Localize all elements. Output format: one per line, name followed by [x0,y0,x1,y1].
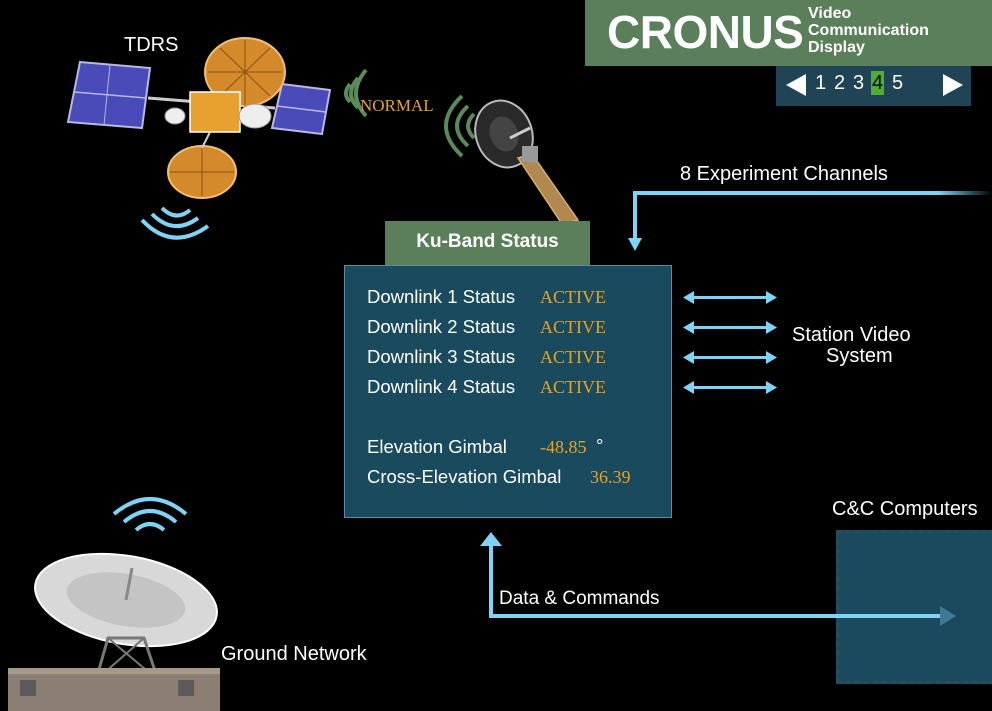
elevation-unit: ° [596,435,604,456]
page-2-link[interactable]: 2 [834,72,846,94]
down-arrow-icon [628,238,642,251]
app-title: CRONUS [607,6,804,58]
signal-waves-icon [140,206,210,240]
ground-network-label: Ground Network [221,643,367,665]
downlink-2-status: ACTIVE [540,317,606,337]
page-4-link-current[interactable]: 4 [871,71,885,95]
station-video-label-line1: Station Video [792,324,911,346]
downlink-1-label: Downlink 1 Status [367,286,516,307]
satellite-dish-top-icon [204,37,286,107]
data-commands-arrow [480,532,956,626]
experiment-channels-arrow [628,191,992,251]
elevation-gimbal-value: -48.85 [540,437,587,457]
link-status-text: NORMAL [360,96,434,115]
antenna-signal-waves-icon [444,94,476,158]
page-1-link[interactable]: 1 [815,72,827,94]
cc-computers-label: C&C Computers [832,498,978,520]
tdrs-satellite-illustration [66,37,332,199]
ku-band-antenna-illustration [474,99,580,224]
downlink-1-status: ACTIVE [540,287,606,307]
page-3-link[interactable]: 3 [853,72,865,94]
downlink-3-label: Downlink 3 Status [367,346,516,367]
satellite-dish-bottom-icon [167,145,237,199]
cross-elevation-gimbal-value: 36.39 [590,467,631,487]
prev-page-button[interactable] [784,72,808,98]
solar-panel-left-icon [66,60,152,130]
data-commands-label: Data & Commands [499,588,660,609]
ku-band-title: Ku-Band Status [416,231,559,252]
ground-signal-waves-icon [112,497,188,532]
next-page-button[interactable] [941,72,965,98]
page-5-link[interactable]: 5 [892,72,904,94]
right-arrow-icon [943,74,963,96]
ground-station-dish-illustration [8,552,220,711]
tdrs-signal-waves-icon [344,68,368,118]
cc-computers-box [836,530,992,684]
downlink-3-status: ACTIVE [540,347,606,367]
ku-band-status-panel [344,265,672,518]
solar-panel-right-icon [270,82,332,136]
subtitle-line-3: Display [808,39,865,56]
ku-band-tab [385,221,590,265]
experiment-channels-label: 8 Experiment Channels [680,163,888,185]
up-arrow-icon [480,532,502,546]
tdrs-label: TDRS [124,34,179,56]
cross-elevation-gimbal-label: Cross-Elevation Gimbal [367,466,562,487]
station-video-arrows [683,291,777,394]
downlink-2-label: Downlink 2 Status [367,316,516,337]
subtitle-line-1: Video [808,5,852,22]
subtitle-line-2: Communication [808,22,929,39]
downlink-4-label: Downlink 4 Status [367,376,516,397]
downlink-4-status: ACTIVE [540,377,606,397]
left-arrow-icon [786,74,806,96]
header-bar [585,0,992,66]
elevation-gimbal-label: Elevation Gimbal [367,436,507,457]
station-video-label-line2: System [826,345,893,367]
